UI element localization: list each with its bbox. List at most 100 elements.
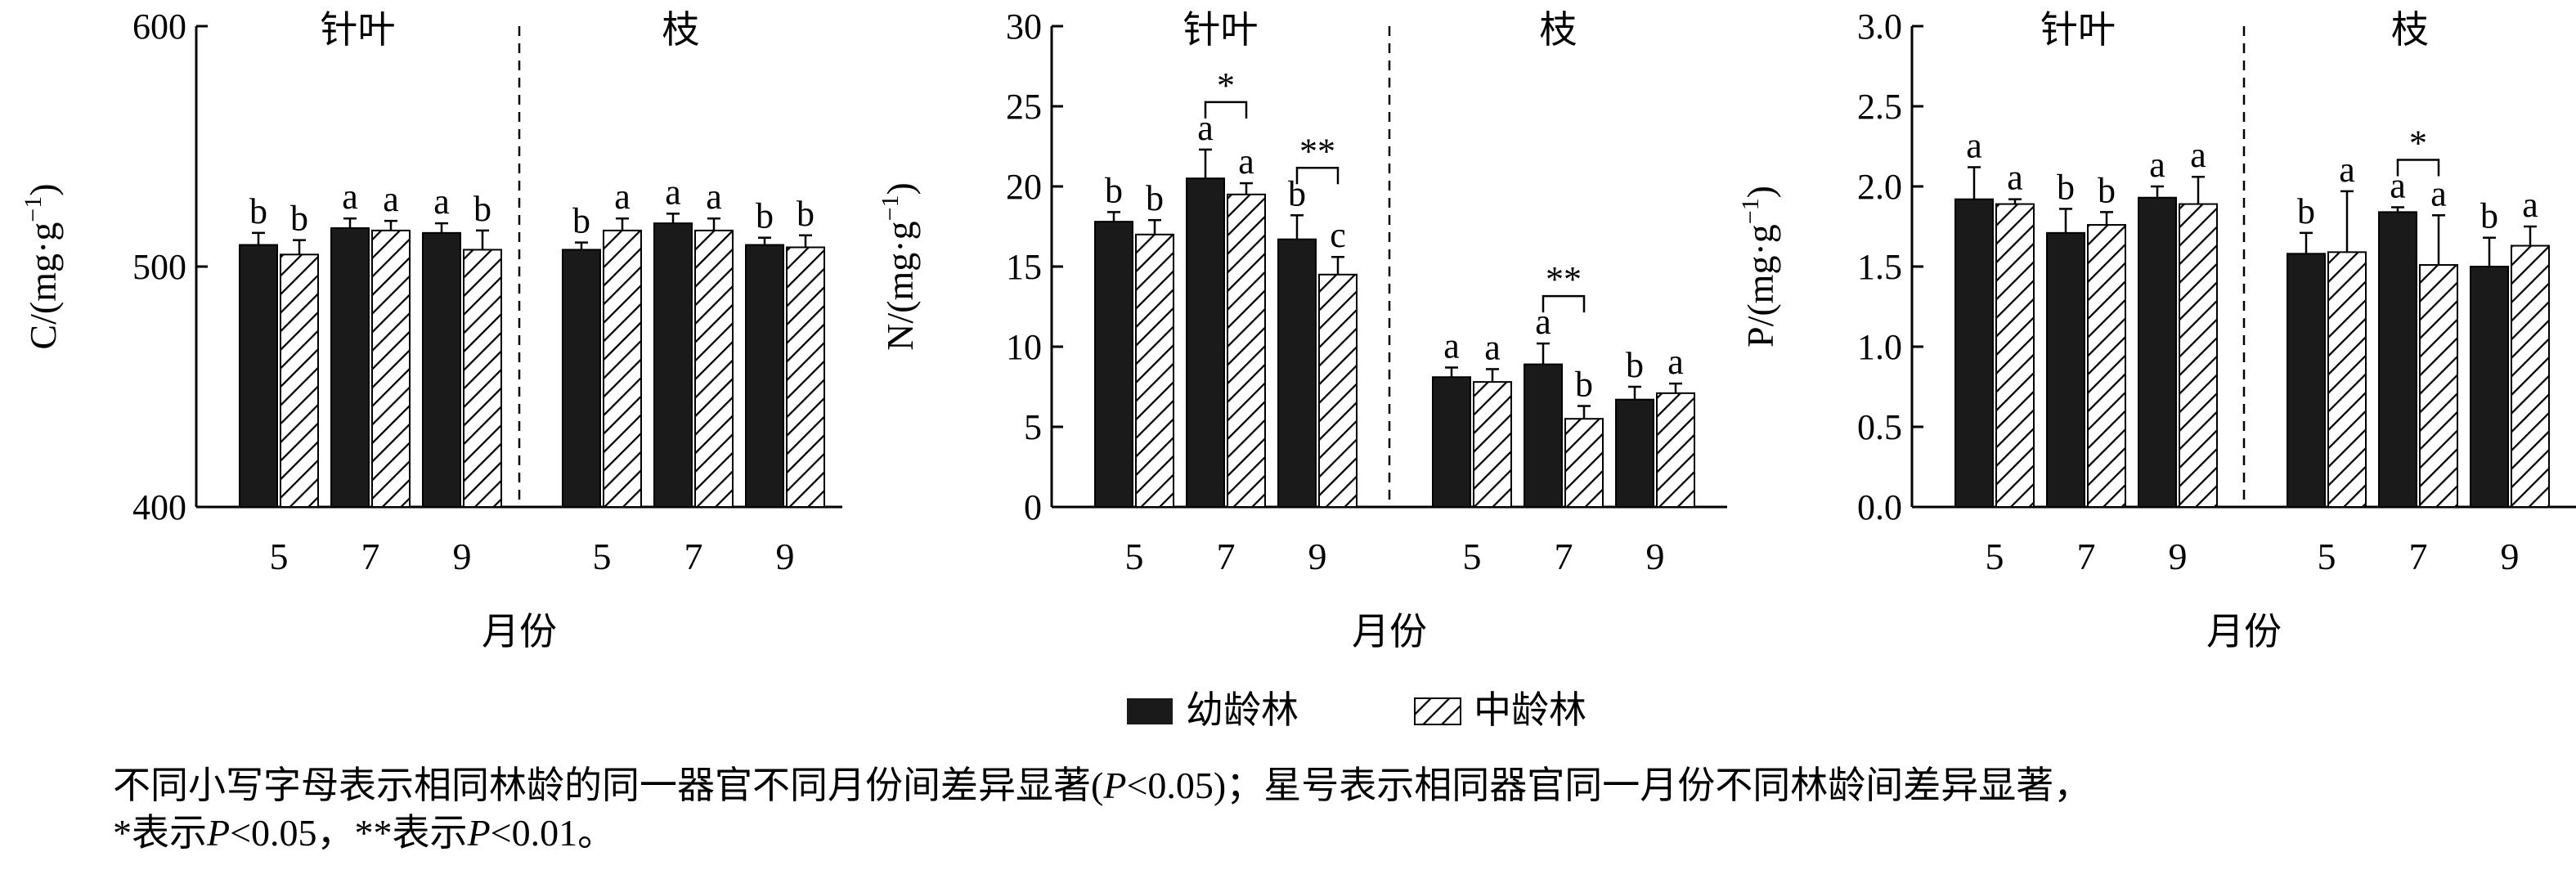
- bar: [2087, 224, 2126, 508]
- significance-stars: *: [2409, 123, 2427, 163]
- bar: [2138, 196, 2177, 508]
- bar: [1995, 203, 2035, 508]
- bar: [1227, 193, 1266, 509]
- significance-bracket: [2396, 159, 2440, 177]
- significance-bracket: [1542, 294, 1586, 313]
- y-tick-label: 1.5: [1857, 247, 1902, 287]
- group-label: 枝: [2391, 9, 2429, 51]
- bar: [1094, 221, 1133, 508]
- legend-label-middle: 中龄林: [1474, 689, 1586, 731]
- y-tick-label: 3.0: [1857, 7, 1902, 47]
- bar: [463, 249, 502, 508]
- x-tick-label: 7: [2077, 536, 2096, 577]
- y-tick-label: 0: [1024, 487, 1042, 527]
- bar: [371, 229, 411, 508]
- figure-caption-line2: *表示P<0.05，**表示P<0.01。: [113, 809, 2533, 857]
- x-tick-label: 5: [593, 536, 612, 577]
- legend-label-young: 幼龄林: [1186, 689, 1299, 731]
- group-label: 针叶: [1183, 9, 1259, 51]
- x-tick-label: 5: [1125, 536, 1144, 577]
- bar: [280, 253, 319, 508]
- bar: [603, 229, 642, 508]
- bar: [653, 222, 693, 508]
- bar: [2287, 253, 2326, 508]
- x-axis-label: 月份: [482, 611, 557, 652]
- significance-letter: b: [2098, 170, 2116, 210]
- significance-letter: a: [665, 172, 681, 212]
- bar: [422, 231, 461, 508]
- significance-letter: b: [756, 196, 774, 236]
- group-label: 针叶: [2040, 9, 2116, 51]
- bar: [1473, 381, 1512, 508]
- significance-letter: b: [2297, 191, 2315, 231]
- y-tick-label: 15: [1006, 247, 1042, 287]
- significance-letter: a: [1484, 327, 1501, 367]
- significance-letter: a: [2149, 145, 2165, 185]
- bar: [1432, 376, 1471, 508]
- caption-text: <0.05)；星号表示相同器官同一月份不同林龄间差异显著，: [1126, 765, 2092, 806]
- y-tick-label: 400: [132, 487, 186, 527]
- caption-text: <0.05，**表示: [230, 812, 468, 854]
- significance-letter: a: [2522, 185, 2538, 225]
- caption-text: <0.01。: [490, 812, 616, 854]
- significance-letter: a: [2190, 135, 2206, 175]
- y-tick-label: 25: [1006, 87, 1042, 127]
- significance-letter: a: [342, 177, 358, 217]
- bar: [1524, 363, 1563, 508]
- y-tick-label: 30: [1006, 7, 1042, 47]
- significance-letter: a: [433, 182, 450, 222]
- significance-letter: b: [797, 194, 815, 234]
- significance-letter: a: [1197, 108, 1214, 148]
- bar: [239, 244, 278, 508]
- significance-letter: a: [383, 179, 399, 219]
- legend: 幼龄林 中龄林: [1127, 689, 1586, 731]
- group-label: 枝: [1540, 9, 1577, 51]
- significance-letter: a: [706, 177, 722, 217]
- bar: [562, 249, 601, 508]
- x-tick-label: 9: [776, 536, 795, 577]
- x-tick-label: 9: [1646, 536, 1665, 577]
- group-label: 枝: [662, 9, 700, 51]
- y-tick-label: 20: [1006, 167, 1042, 207]
- x-tick-label: 5: [1986, 536, 2004, 577]
- bar: [1615, 398, 1654, 508]
- y-tick-label: 5: [1024, 407, 1042, 447]
- x-tick-label: 9: [1308, 536, 1327, 577]
- significance-letter: b: [473, 189, 491, 229]
- legend-swatch-middle: [1414, 697, 1461, 725]
- significance-letter: a: [1535, 302, 1551, 342]
- y-axis-label: C/(mg·g−1): [20, 183, 64, 349]
- group-label: 针叶: [321, 9, 396, 51]
- y-tick-label: 2.5: [1857, 87, 1902, 127]
- significance-letter: b: [2057, 167, 2075, 207]
- y-tick-label: 0.5: [1857, 407, 1902, 447]
- bar: [1318, 273, 1358, 508]
- significance-bracket: [1295, 167, 1340, 185]
- significance-stars: *: [1217, 65, 1235, 105]
- x-tick-label: 9: [453, 536, 472, 577]
- bar: [1656, 392, 1695, 508]
- significance-letter: a: [614, 177, 631, 217]
- bar: [2511, 244, 2550, 508]
- bar: [2419, 264, 2458, 508]
- significance-letter: a: [2007, 158, 2023, 198]
- bar: [2470, 266, 2509, 508]
- y-tick-label: 1.0: [1857, 327, 1902, 367]
- significance-letter: a: [1443, 325, 1460, 365]
- bar: [1564, 418, 1604, 509]
- significance-letter: a: [2339, 150, 2355, 190]
- significance-letter: b: [1146, 178, 1164, 218]
- significance-letter: c: [1330, 215, 1346, 255]
- significance-letter: b: [249, 191, 267, 231]
- y-tick-label: 10: [1006, 327, 1042, 367]
- bar: [2378, 211, 2417, 508]
- x-tick-label: 5: [2318, 536, 2336, 577]
- significance-letter: b: [2480, 196, 2498, 236]
- significance-letter: a: [2390, 165, 2406, 205]
- bar: [330, 226, 370, 508]
- figure-caption: 不同小写字母表示相同林龄的同一器官不同月份间差异显著(P<0.05)；星号表示相…: [113, 762, 2533, 809]
- bar: [745, 244, 784, 508]
- significance-letter: b: [1626, 345, 1644, 385]
